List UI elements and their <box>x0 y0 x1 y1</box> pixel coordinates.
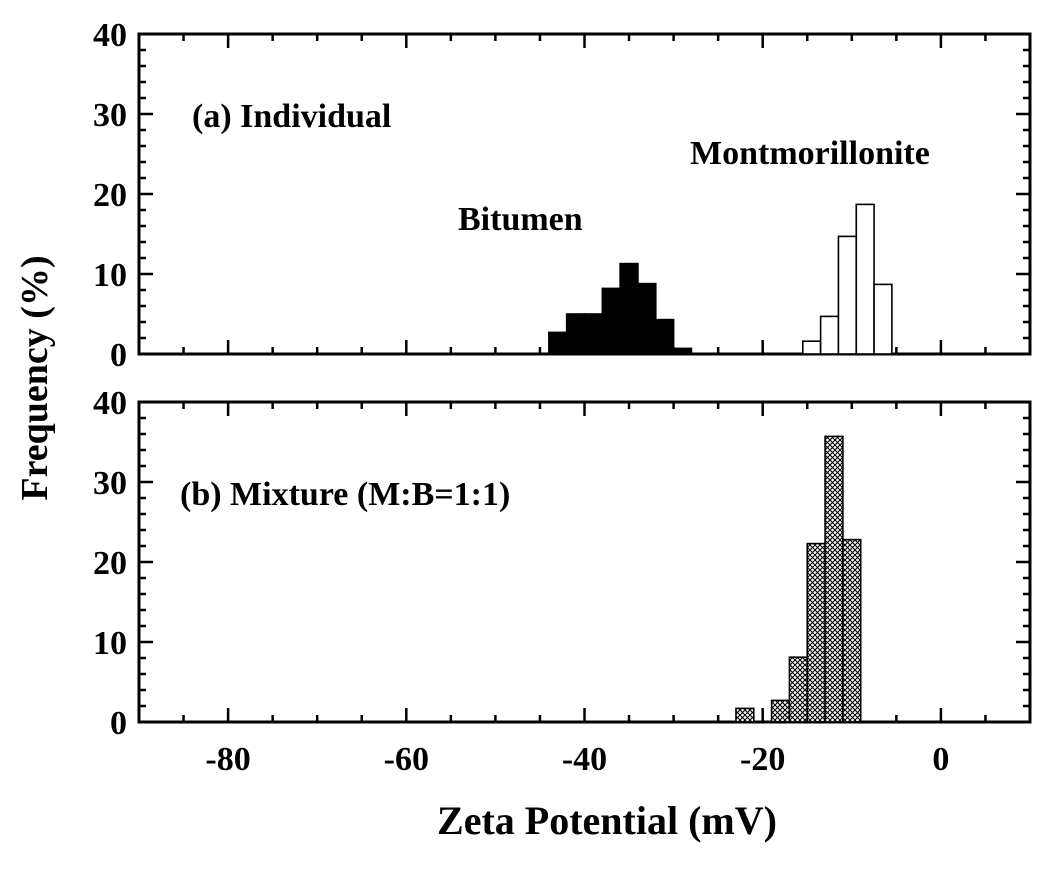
montmorillonite-bar <box>837 235 858 355</box>
mixture-bar <box>824 435 844 723</box>
panel-b-title: (b) Mixture (M:B=1:1) <box>180 476 510 513</box>
panel-b-frame <box>137 400 1032 724</box>
bitumen-annotation: Bitumen <box>458 201 583 238</box>
mixture-bar <box>842 538 862 723</box>
montmorillonite-bar <box>873 283 893 355</box>
x-tick-label: -20 <box>740 741 785 778</box>
x-tick-label: -40 <box>562 741 607 778</box>
panel-b-bars <box>735 435 862 723</box>
mixture-bar <box>788 656 809 723</box>
panel-a-title: (a) Individual <box>192 98 391 135</box>
y-tick-label: 20 <box>93 177 127 214</box>
bitumen-bar <box>565 313 586 355</box>
y-tick-label: 10 <box>93 257 127 294</box>
panel-a-frame <box>137 32 1032 356</box>
mixture-bar <box>770 699 791 723</box>
y-tick-label: 30 <box>93 97 127 134</box>
tick-labels: 0 10 20 30 40 0 10 20 30 40 -80 -60 -40 -20 0 <box>93 17 949 778</box>
y-axis-label: Frequency (%) <box>14 255 56 500</box>
y-tick-label: 30 <box>93 465 127 502</box>
y-tick-label: 40 <box>93 385 127 422</box>
mixture-bar <box>735 707 755 723</box>
y-tick-label: 0 <box>110 337 127 374</box>
bitumen-bar <box>548 331 568 355</box>
y-tick-label: 0 <box>110 705 127 742</box>
montmorillonite-bar <box>801 340 822 355</box>
y-tick-label: 40 <box>93 17 127 54</box>
montmorillonite-bar <box>819 315 840 355</box>
bitumen-bar <box>583 313 604 355</box>
x-tick-label: -80 <box>205 741 250 778</box>
montmorillonite-annotation: Montmorillonite <box>690 135 930 172</box>
bitumen-bar <box>601 287 621 355</box>
bitumen-bar <box>672 347 693 355</box>
bitumen-bar <box>619 262 639 355</box>
y-tick-label: 20 <box>93 545 127 582</box>
panel-a-bars <box>548 203 893 355</box>
x-axis-label: Zeta Potential (mV) <box>437 798 777 843</box>
x-tick-label: -60 <box>384 741 429 778</box>
mixture-bar <box>806 542 826 723</box>
x-tick-label: 0 <box>932 741 949 778</box>
y-tick-label: 10 <box>93 625 127 662</box>
bitumen-bar <box>637 282 657 355</box>
bitumen-bar <box>654 318 675 355</box>
montmorillonite-bar <box>855 203 875 355</box>
